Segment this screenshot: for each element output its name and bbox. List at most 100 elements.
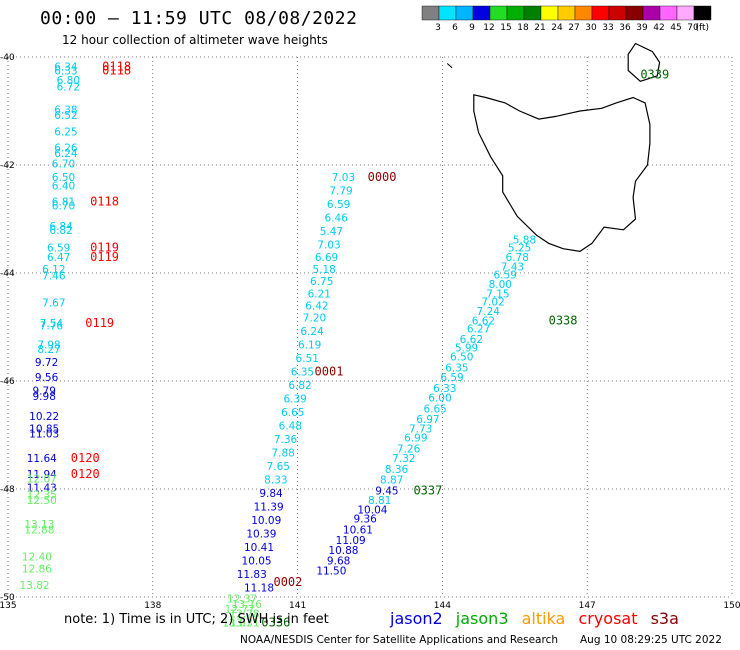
footer-credit: NOAA/NESDIS Center for Satellite Applica… <box>240 634 558 646</box>
swh-value: 6.00 <box>428 393 451 405</box>
lat-tick-label: -42 <box>0 161 15 171</box>
swh-value: 6.24 <box>300 326 324 338</box>
swh-value: 6.69 <box>315 252 338 264</box>
colorbar-label: 6 <box>452 23 458 33</box>
swh-value: 6.50 <box>450 351 473 363</box>
swh-value: 9.56 <box>35 372 59 384</box>
colorbar-swatch <box>421 5 440 21</box>
swh-value: 9.72 <box>35 357 58 369</box>
colorbar-swatch <box>540 5 559 21</box>
swh-value: 6.48 <box>279 421 302 433</box>
swh-value: 9.84 <box>259 488 283 500</box>
mission-altika: altika <box>521 609 566 628</box>
swh-value: 8.33 <box>264 475 287 487</box>
swh-value: 6.26 <box>54 143 78 155</box>
swh-value: 6.12 <box>42 264 65 276</box>
swh-value: 6.59 <box>327 199 350 211</box>
pass-time: 0120 <box>71 467 100 481</box>
swh-value: 11.18 <box>244 583 274 595</box>
swh-value: 6.40 <box>52 180 75 192</box>
swh-value: 6.81 <box>52 197 75 209</box>
swh-value: 6.42 <box>305 301 328 313</box>
swh-value: 9.98 <box>33 391 56 403</box>
swh-value: 8.87 <box>380 475 403 487</box>
footer-timestamp: Aug 10 08:29:25 UTC 2022 <box>580 634 722 646</box>
colorbar-swatch <box>438 5 457 21</box>
swh-value: 6.46 <box>325 213 349 225</box>
colorbar-swatch <box>608 5 627 21</box>
colorbar-swatch <box>455 5 474 21</box>
colorbar-label: 33 <box>602 23 613 33</box>
colorbar-swatch <box>506 5 525 21</box>
colorbar-label: 36 <box>619 23 631 33</box>
lat-tick-label: -50 <box>0 593 15 603</box>
swh-value: 11.94 <box>27 469 57 481</box>
swh-value: 6.84 <box>49 221 73 233</box>
pass-time: 0118 <box>102 60 131 74</box>
swh-value: 11.50 <box>316 565 346 577</box>
swh-value: 12.88 <box>24 524 54 536</box>
swh-value: 11.03 <box>29 429 59 441</box>
swh-value: 5.88 <box>513 234 536 246</box>
swh-value: 6.47 <box>47 252 70 264</box>
swh-value: 8.36 <box>385 464 409 476</box>
colorbar-label: 42 <box>653 23 664 33</box>
pass-time: 0000 <box>368 170 397 184</box>
swh-value: 6.33 <box>433 383 456 395</box>
swh-value: 6.24 <box>54 148 78 160</box>
swh-value: 10.61 <box>343 524 373 536</box>
swh-value: 6.34 <box>54 62 78 74</box>
swh-value: 6.52 <box>54 110 77 122</box>
flinders-island <box>627 42 661 82</box>
page-title: 00:00 – 11:59 UTC 08/08/2022 <box>40 8 358 29</box>
swh-value: 13.31 <box>229 618 259 630</box>
lon-tick-label: 147 <box>579 601 596 611</box>
swh-value: 11.09 <box>336 535 366 547</box>
swh-value: 12.40 <box>22 551 52 563</box>
lon-tick-label: 135 <box>0 601 17 611</box>
swh-value: 12.50 <box>27 495 57 507</box>
swh-value: 6.39 <box>283 394 306 406</box>
swh-value: 13.16 <box>232 599 262 611</box>
swh-value: 6.80 <box>57 75 80 87</box>
swh-value: 8.27 <box>37 344 60 356</box>
swh-value: 6.99 <box>404 432 427 444</box>
swh-value: 12.86 <box>22 564 52 576</box>
colorbar-swatch <box>574 5 593 21</box>
swh-value: 6.21 <box>308 288 331 300</box>
swh-value: 6.72 <box>57 81 80 93</box>
pass-time: 0119 <box>90 240 119 254</box>
swh-value: 5.18 <box>312 264 335 276</box>
swh-value: 7.03 <box>332 172 355 184</box>
swh-value: 7.79 <box>329 186 352 198</box>
lon-tick-label: 150 <box>723 601 740 611</box>
swh-value: 6.97 <box>416 414 439 426</box>
page-subtitle: 12 hour collection of altimeter wave hei… <box>62 33 328 47</box>
lat-tick-label: -40 <box>0 53 15 63</box>
swh-value: 11.39 <box>254 502 284 514</box>
colorbar-label: 9 <box>469 23 475 33</box>
swh-value: 12.35 <box>27 490 57 502</box>
swh-value: 7.43 <box>501 261 524 273</box>
swh-value: 9.79 <box>33 386 56 398</box>
swh-value: 6.27 <box>467 323 490 335</box>
lat-tick-label: -48 <box>0 485 15 495</box>
swh-value: 6.65 <box>281 407 304 419</box>
swh-value: 8.81 <box>368 495 391 507</box>
mission-cryosat: cryosat <box>578 609 638 628</box>
colorbar-label: 18 <box>517 23 529 33</box>
swh-value: 6.50 <box>52 172 75 184</box>
colorbar-label: 12 <box>483 23 494 33</box>
lon-tick-label: 141 <box>289 601 306 611</box>
swh-value: 7.76 <box>40 321 64 333</box>
swh-value: 10.09 <box>251 515 281 527</box>
swh-value: 10.05 <box>242 556 272 568</box>
swh-value: 5.99 <box>455 342 478 354</box>
swh-value: 7.24 <box>477 306 501 318</box>
swh-value: 10.41 <box>244 542 274 554</box>
pass-time: 0339 <box>640 68 669 82</box>
swh-value: 7.36 <box>274 434 298 446</box>
lon-tick-label: 144 <box>434 601 451 611</box>
swh-value: 8.00 <box>489 279 512 291</box>
